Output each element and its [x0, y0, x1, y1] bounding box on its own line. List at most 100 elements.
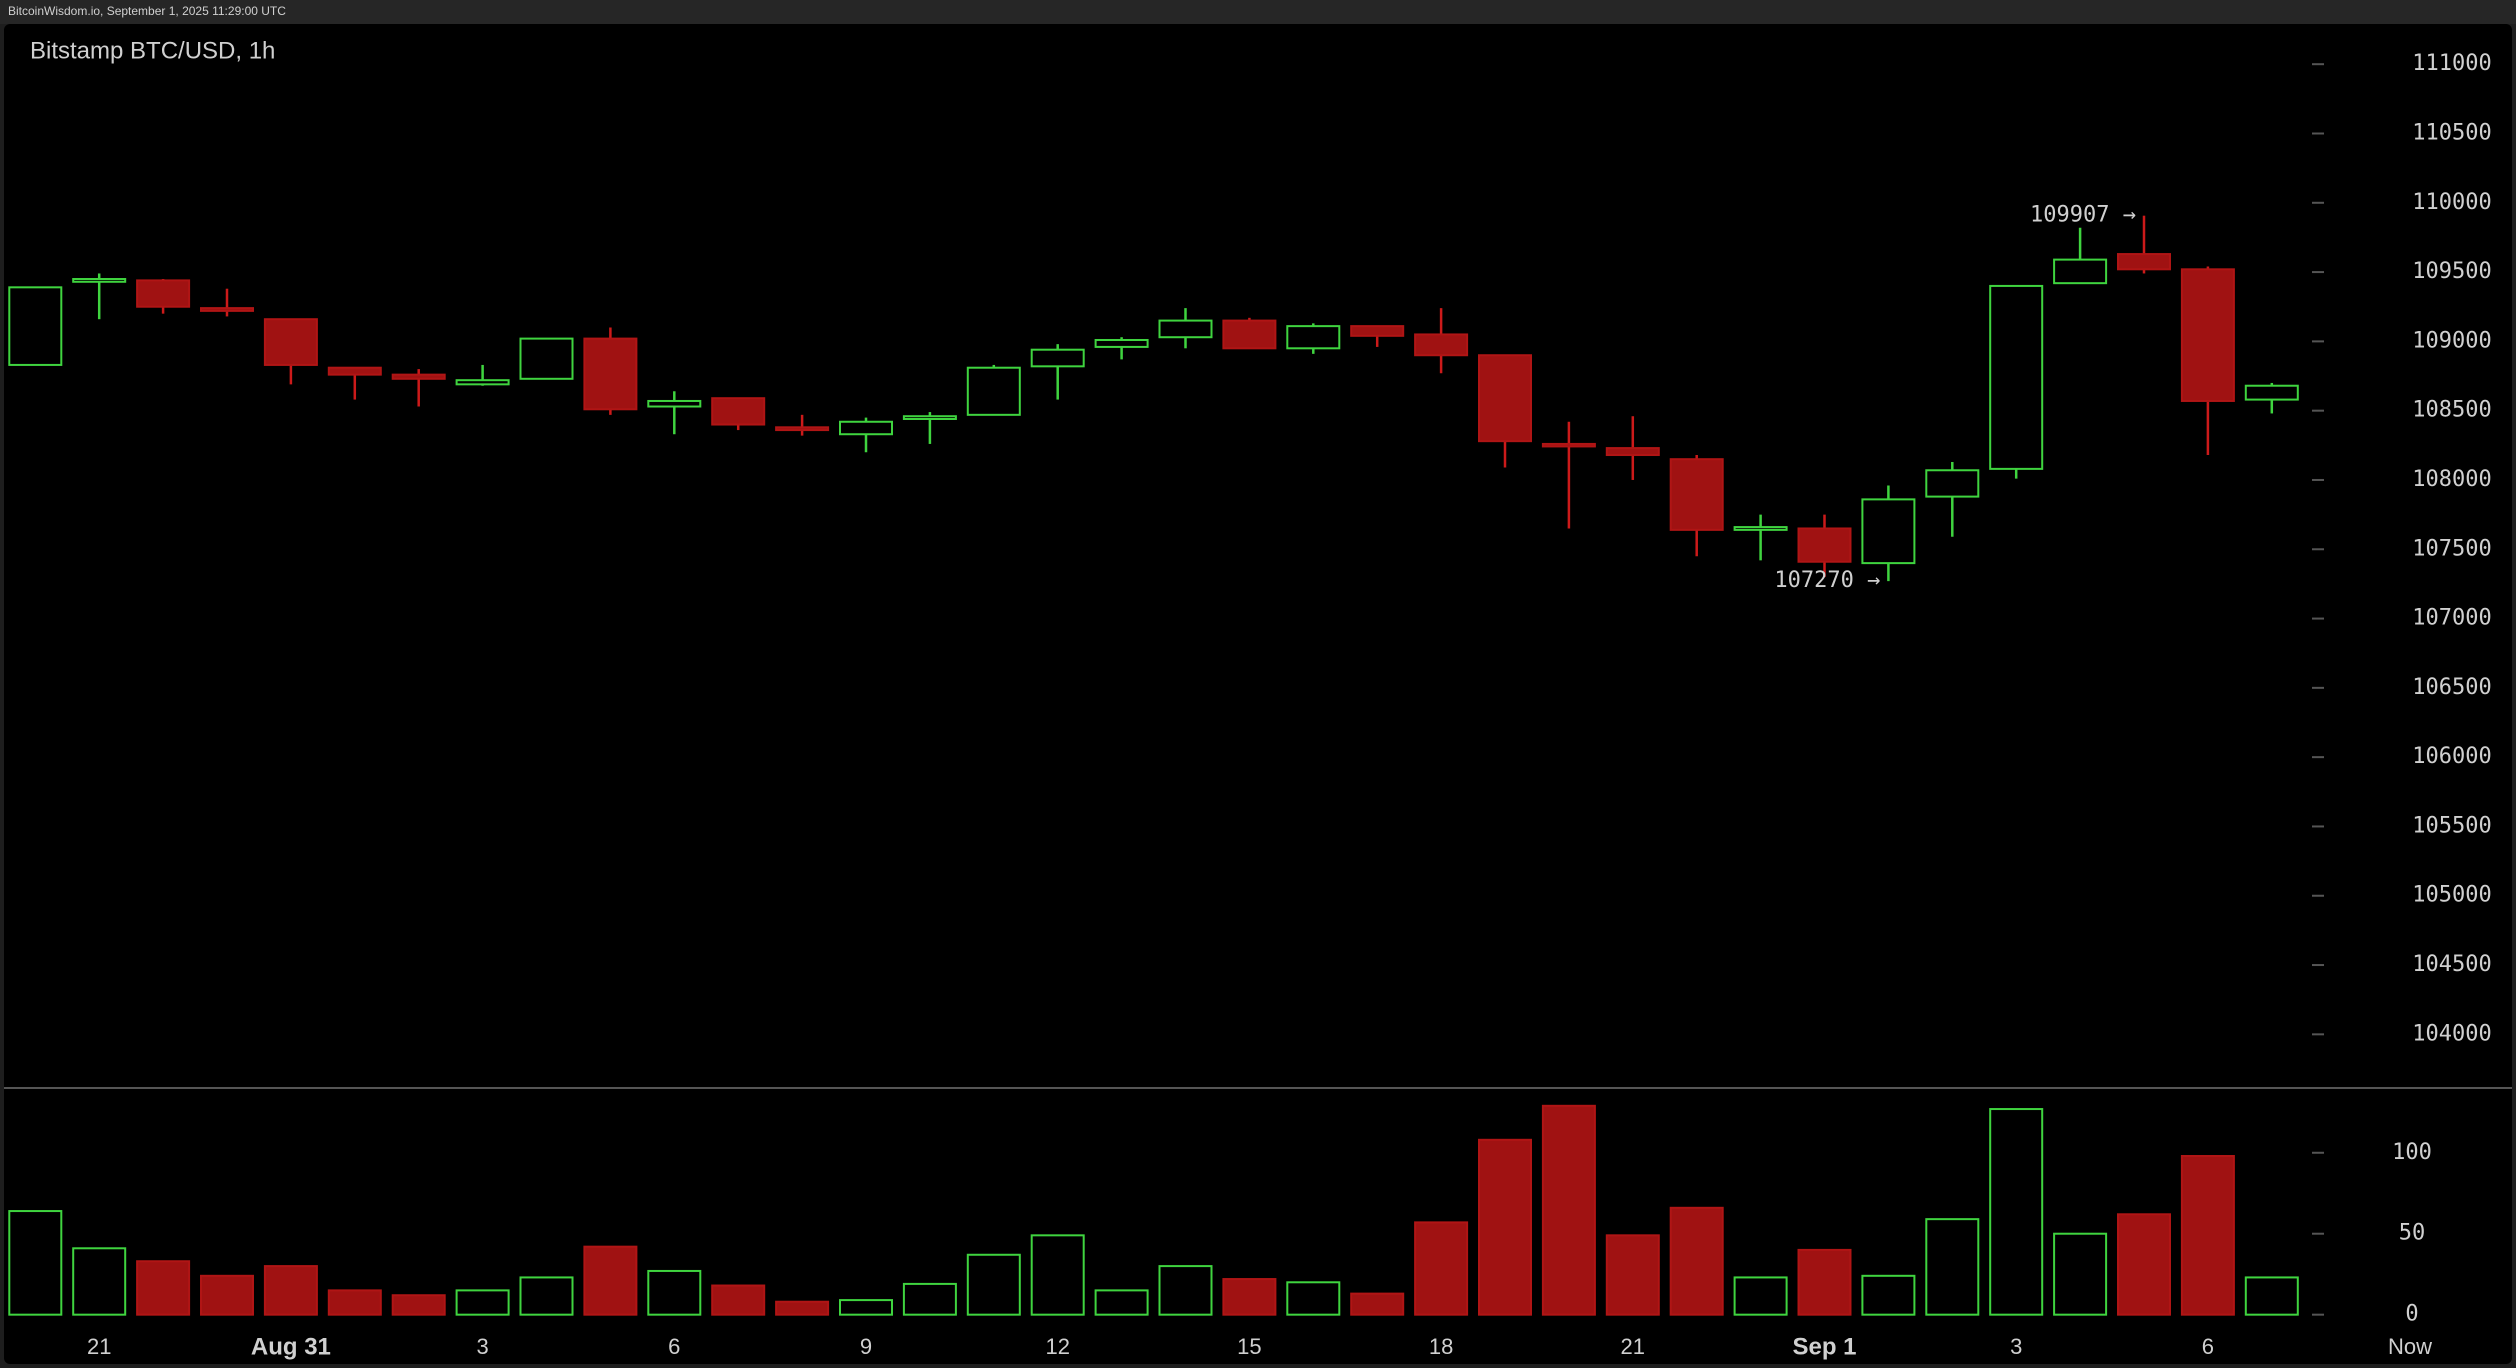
candle-body [200, 307, 254, 312]
candle-body [1733, 526, 1788, 531]
volume-bar [1669, 1206, 1724, 1316]
x-tick-label: 21 [1621, 1334, 1645, 1359]
volume-bar [391, 1294, 446, 1316]
candle-body [839, 420, 893, 436]
x-tick-label: 12 [1045, 1334, 1069, 1359]
candle-body [2053, 258, 2108, 285]
y-tick-label: 110500 [2412, 120, 2491, 145]
candle-body [966, 366, 1021, 416]
candle-body [136, 279, 191, 308]
candle-body [2117, 253, 2171, 271]
volume-tick-label: 100 [2392, 1140, 2432, 1165]
x-tick-label: Sep 1 [1792, 1333, 1856, 1360]
candle-body [1030, 348, 1085, 368]
x-tick-label: 3 [476, 1334, 488, 1359]
volume-bar [1925, 1218, 1980, 1316]
volume-bar [1861, 1274, 1916, 1316]
candle-body [1861, 498, 1916, 565]
candle-body [583, 337, 638, 411]
chart-title: Bitstamp BTC/USD, 1h [30, 37, 275, 64]
extreme-annotation: 109907 → [2030, 203, 2136, 228]
candle-body [1350, 325, 1405, 337]
x-tick-label: 6 [2202, 1334, 2214, 1359]
volume-bar [1094, 1289, 1149, 1316]
candle-body [1222, 319, 1277, 350]
candle-body [902, 415, 957, 420]
volume-bar [711, 1284, 766, 1316]
volume-bar [1797, 1248, 1852, 1316]
y-tick-label: 105000 [2412, 883, 2491, 908]
candle-body [711, 397, 766, 426]
candle-body [327, 366, 382, 376]
volume-bar [2244, 1276, 2299, 1316]
candle-body [2244, 384, 2299, 401]
candle-body [391, 373, 446, 380]
extreme-annotation: 107270 → [1774, 568, 1880, 593]
volume-bar [647, 1269, 702, 1316]
x-tick-label: Aug 31 [251, 1333, 331, 1360]
volume-bar [583, 1245, 638, 1316]
candle-body [1605, 447, 1660, 457]
candle-body [2180, 268, 2235, 402]
volume-bar [966, 1253, 1021, 1316]
x-tick-label: 6 [668, 1334, 680, 1359]
y-tick-label: 106500 [2412, 675, 2491, 700]
y-tick-label: 104500 [2412, 952, 2491, 977]
y-tick-label: 109500 [2412, 259, 2491, 284]
volume-bar [519, 1276, 574, 1316]
y-tick-label: 111000 [2412, 51, 2491, 76]
candle-body [263, 318, 318, 366]
x-tick-label: 21 [87, 1334, 111, 1359]
candle-body [1989, 284, 2044, 470]
x-tick-label: 9 [860, 1334, 872, 1359]
candle-body [1094, 338, 1149, 348]
candle-body [1286, 325, 1341, 350]
x-tick-label: 18 [1429, 1334, 1453, 1359]
y-tick-label: 105500 [2412, 813, 2491, 838]
y-tick-label: 106000 [2412, 744, 2491, 769]
volume-bar [775, 1300, 830, 1316]
header-text: BitcoinWisdom.io, September 1, 2025 11:2… [8, 4, 286, 18]
now-label: Now [2388, 1334, 2432, 1359]
candle-body [1478, 354, 1532, 443]
volume-bar [263, 1265, 318, 1316]
candle-body [1669, 458, 1724, 531]
candle-body [455, 379, 510, 386]
volume-bar [1478, 1138, 1532, 1316]
volume-bar [1541, 1104, 1596, 1316]
volume-bar [1350, 1292, 1405, 1316]
candle-body [647, 399, 702, 408]
x-tick-label: 3 [2010, 1334, 2022, 1359]
volume-bar [1286, 1281, 1341, 1316]
volume-bar [2053, 1232, 2108, 1316]
candle-body [1414, 333, 1469, 357]
y-tick-label: 109000 [2412, 328, 2491, 353]
volume-bar [1733, 1276, 1788, 1316]
volume-bar [2180, 1155, 2235, 1316]
candle-body [1158, 319, 1213, 339]
volume-bar [1989, 1108, 2044, 1316]
volume-bar [839, 1299, 893, 1316]
volume-bar [200, 1274, 254, 1316]
candle-body [8, 286, 63, 366]
candle-body [775, 426, 830, 432]
candle-body [1925, 469, 1980, 498]
y-tick-label: 107500 [2412, 536, 2491, 561]
volume-bar [902, 1282, 957, 1316]
volume-bar [1222, 1278, 1277, 1316]
y-tick-label: 104000 [2412, 1021, 2491, 1046]
candle-body [519, 337, 574, 380]
volume-bar [8, 1210, 63, 1316]
volume-tick-label: 0 [2405, 1302, 2418, 1327]
volume-bar [2117, 1213, 2171, 1316]
y-tick-label: 110000 [2412, 190, 2491, 215]
volume-bar [327, 1289, 382, 1316]
volume-bar [1158, 1265, 1213, 1316]
volume-bar [1030, 1234, 1085, 1316]
y-tick-label: 107000 [2412, 606, 2491, 631]
x-tick-label: 15 [1237, 1334, 1261, 1359]
candle-body [1797, 527, 1852, 563]
volume-tick-label: 50 [2399, 1221, 2426, 1246]
